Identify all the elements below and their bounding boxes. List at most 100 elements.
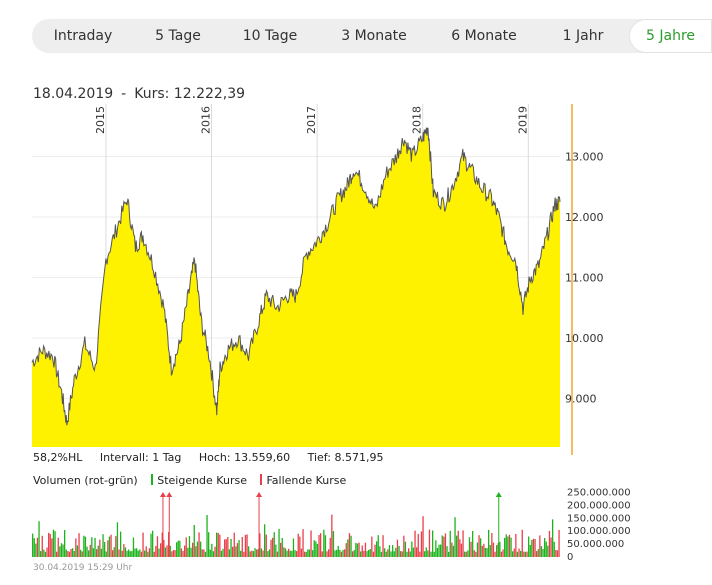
volume-bar [456, 535, 458, 557]
volume-bar [86, 546, 88, 557]
volume-bar [480, 538, 482, 557]
volume-bar [532, 538, 535, 557]
volume-bar [185, 537, 187, 557]
volume-bar [136, 548, 138, 557]
volume-bar [88, 550, 90, 557]
volume-bar [59, 546, 61, 557]
volume-bar [206, 515, 208, 557]
tab-6-monate[interactable]: 6 Monate [451, 28, 517, 44]
volume-bar [116, 522, 119, 557]
tab-1-jahr[interactable]: 1 Jahr [562, 28, 604, 44]
volume-bar [384, 548, 386, 557]
tab-3-monate[interactable]: 3 Monate [341, 28, 407, 44]
volume-bar [380, 551, 383, 557]
volume-bar [251, 550, 253, 557]
volume-bar [235, 546, 237, 557]
volume-bar [248, 546, 250, 557]
volume-bar [537, 549, 539, 557]
volume-bar [502, 549, 504, 557]
volume-tick-label: 0 [567, 552, 573, 563]
volume-bar [97, 545, 99, 557]
volume-bar [44, 551, 47, 557]
volume-bar [208, 532, 210, 557]
volume-bar [491, 533, 493, 557]
volume-bar [123, 544, 125, 557]
volume-bar [539, 535, 541, 557]
volume-bar [174, 550, 176, 557]
volume-bar [505, 534, 507, 557]
volume-bar [182, 551, 184, 557]
volume-bar [524, 551, 527, 557]
volume-bar [172, 550, 175, 557]
y-tick-label: 12.000 [565, 211, 604, 224]
volume-bar [433, 551, 435, 557]
volume-bar [68, 551, 71, 557]
volume-bar [304, 551, 306, 557]
volume-bar [457, 530, 459, 557]
volume-bar [132, 537, 135, 557]
volume-tick-labels: 0 50.000.000 100.000.000 150.000.000 200.000… [567, 488, 631, 563]
volume-bar [336, 549, 338, 557]
volume-bar [99, 539, 101, 557]
volume-bar [131, 551, 133, 557]
price-grid [32, 155, 560, 400]
volume-bar [416, 547, 418, 557]
volume-bar [496, 545, 498, 557]
volume-bar [403, 535, 405, 557]
volume-bar [140, 551, 143, 557]
x-tick-label: 2017 [305, 106, 318, 134]
volume-bar [176, 542, 178, 557]
volume-bar [177, 540, 179, 557]
overflow-arrow [166, 492, 173, 497]
volume-bar [476, 542, 479, 557]
volume-bar [558, 529, 560, 557]
volume-bar [238, 540, 240, 557]
volume-bar [105, 551, 107, 557]
volume-bar [366, 551, 368, 557]
volume-bar [512, 551, 514, 557]
price-area [32, 127, 560, 447]
volume-bar [483, 543, 485, 557]
volume-bar [329, 537, 331, 557]
rising-swatch [151, 474, 154, 485]
volume-bar [540, 546, 543, 557]
volume-bar [198, 532, 200, 557]
volume-bar [494, 551, 496, 557]
volume-bar [454, 517, 456, 557]
volume-bar [500, 551, 503, 557]
tab-5-tage[interactable]: 5 Tage [155, 28, 201, 44]
volume-bar [443, 536, 445, 557]
tab-5-jahre[interactable]: 5 Jahre [629, 19, 712, 53]
volume-bar [315, 541, 317, 557]
volume-bar [521, 529, 523, 557]
volume-bar [451, 542, 453, 557]
tab-intraday[interactable]: Intraday [53, 28, 113, 44]
volume-bar [91, 537, 93, 557]
volume-bar [236, 543, 239, 557]
volume-bar [547, 545, 549, 557]
volume-bar [52, 529, 55, 557]
tab-10-tage[interactable]: 10 Tage [242, 28, 298, 44]
volume-bar [158, 548, 160, 557]
volume-bar [393, 551, 395, 557]
volume-bar [144, 550, 146, 557]
volume-bar [371, 536, 373, 557]
volume-bar [280, 542, 282, 557]
volume-bar [94, 538, 96, 557]
volume-bar [120, 531, 122, 557]
volume-bar [49, 534, 51, 557]
volume-bar [83, 535, 85, 557]
volume-bar [57, 537, 59, 557]
volume-bar [102, 534, 104, 557]
volume-bar [424, 551, 426, 557]
volume-bar [222, 548, 224, 557]
volume-bar [36, 537, 39, 557]
volume-bar [96, 549, 98, 557]
volume-bar [72, 548, 74, 557]
volume-bar [400, 551, 402, 557]
volume-bar [412, 547, 415, 557]
volume-bar [339, 549, 341, 557]
volume-bar [224, 539, 226, 557]
volume-bar [348, 533, 351, 557]
volume-bar [411, 541, 413, 557]
